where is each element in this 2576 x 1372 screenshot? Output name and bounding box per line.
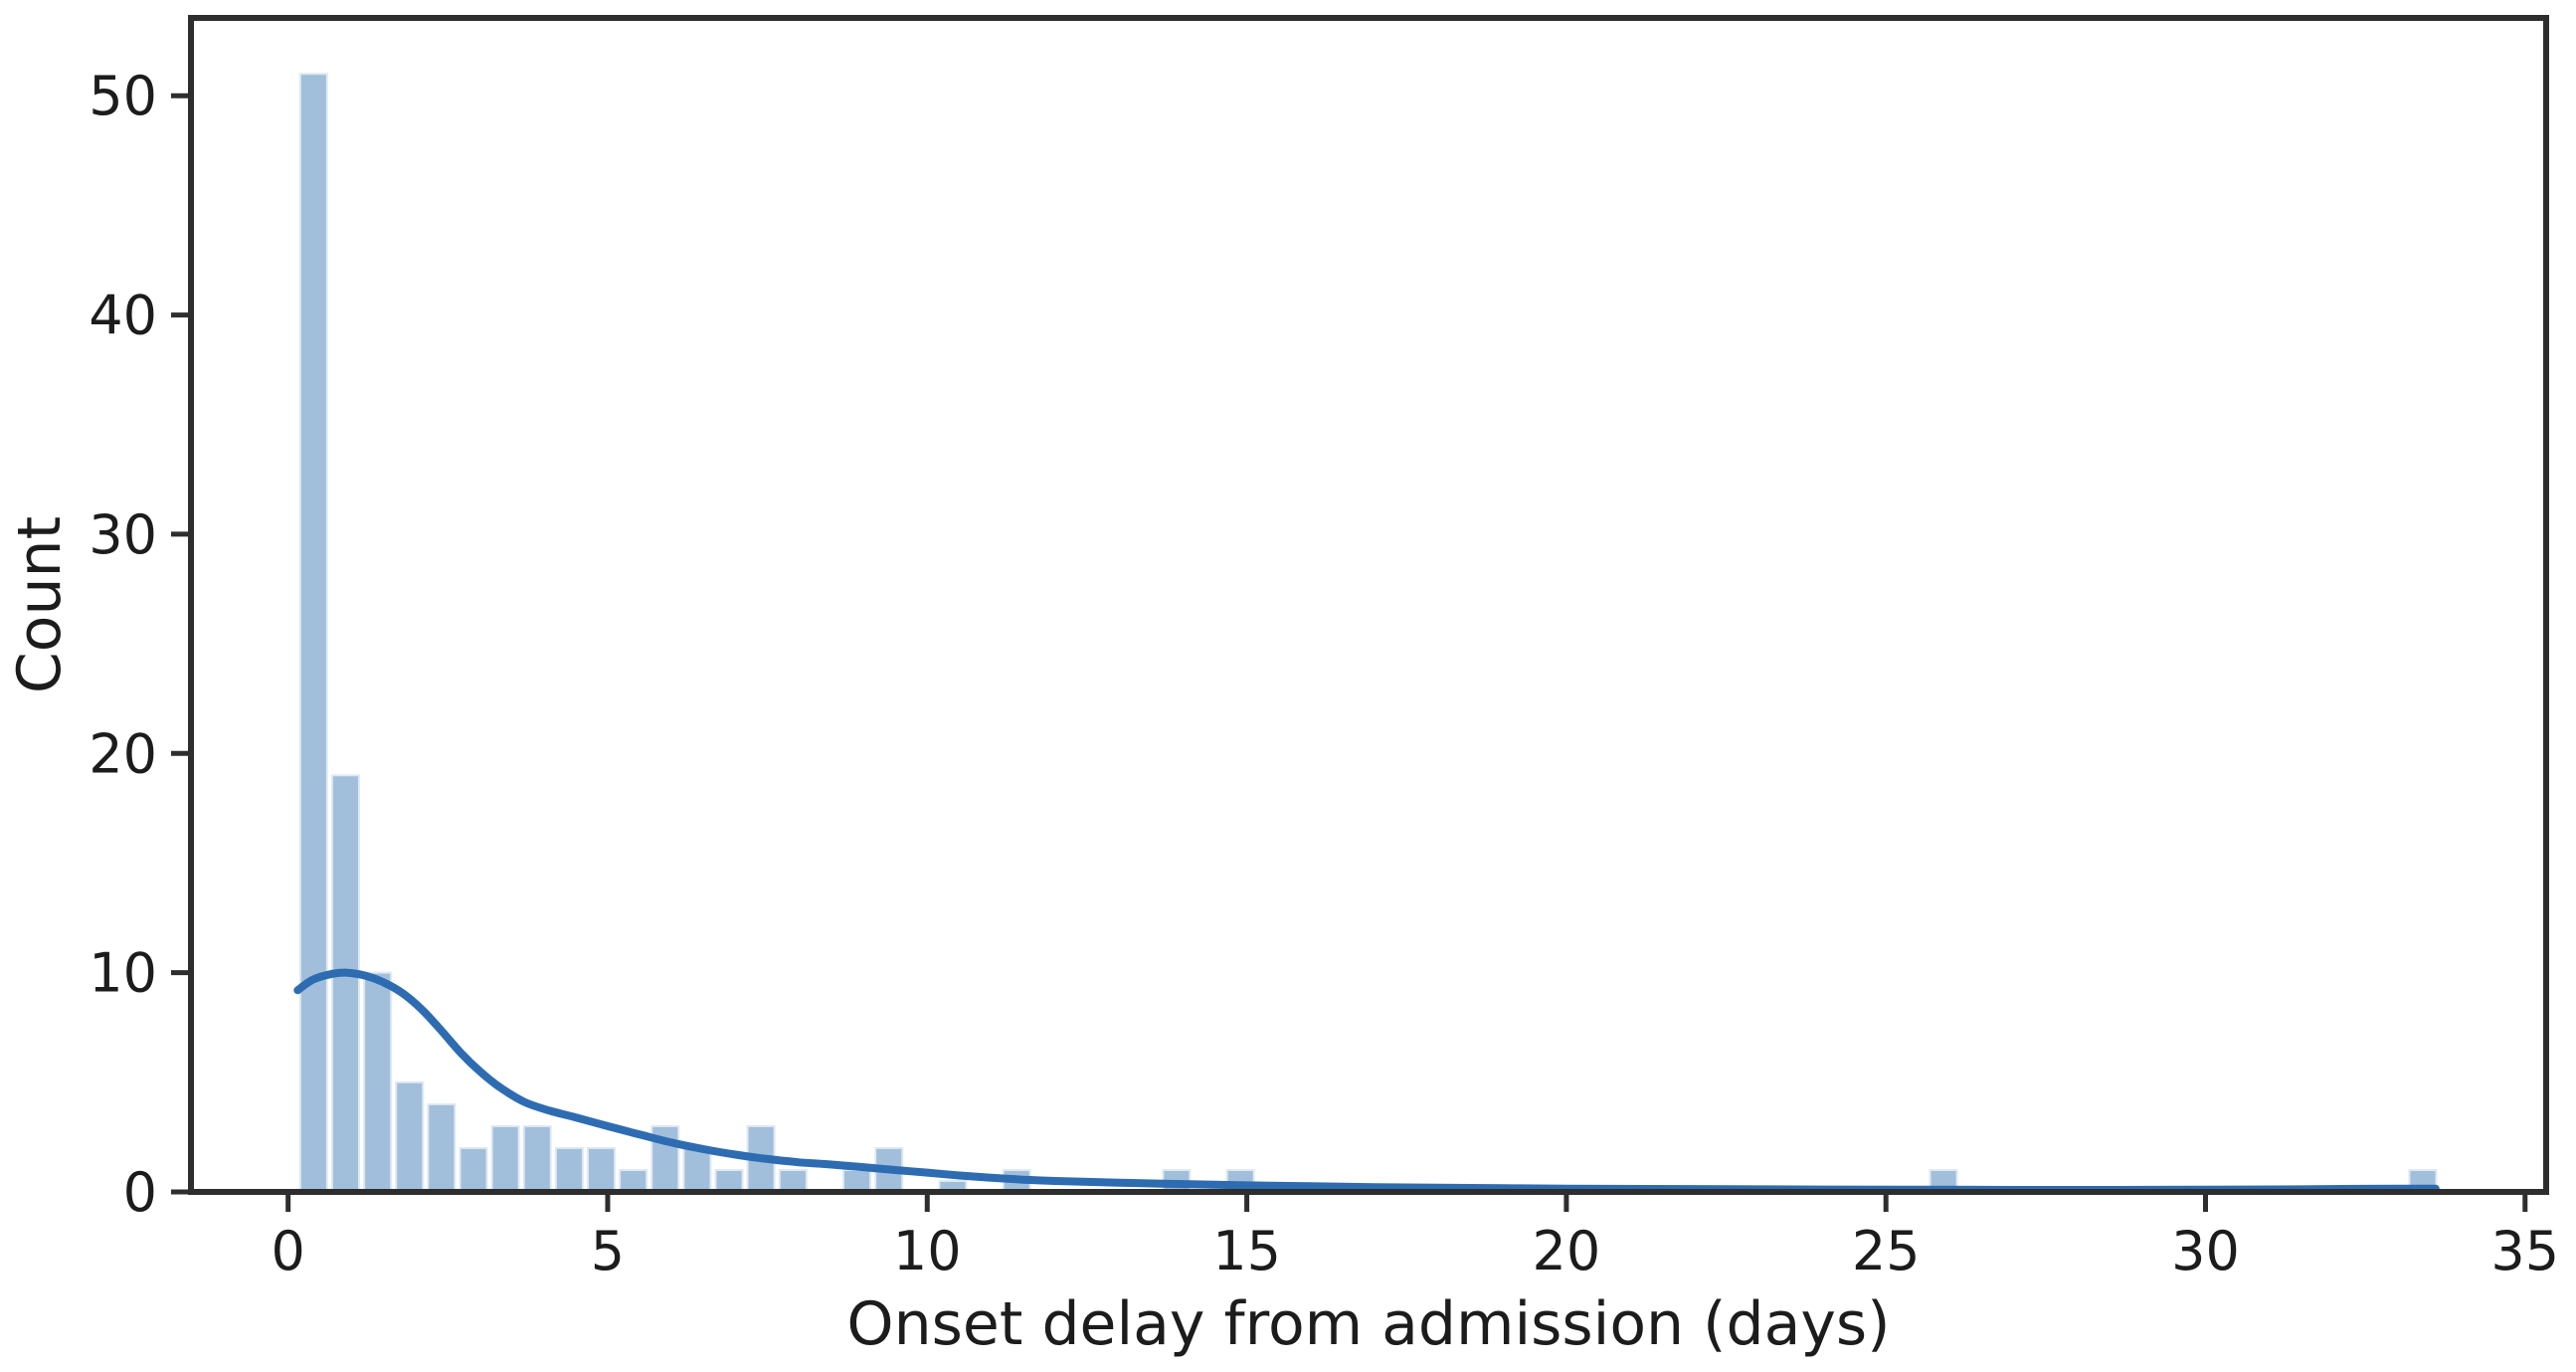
x-tick-label: 15	[1212, 1220, 1281, 1282]
histogram-bar	[522, 1124, 552, 1194]
y-tick-label: 10	[89, 942, 157, 1005]
histogram-bar	[427, 1102, 457, 1194]
histogram-bar	[363, 971, 393, 1193]
y-tick-label: 40	[89, 285, 157, 347]
y-tick-label: 20	[89, 722, 157, 785]
x-tick-label: 25	[1852, 1220, 1921, 1282]
histogram-bar	[778, 1169, 808, 1193]
kde-curve-path	[293, 968, 2440, 1194]
histogram-bar	[587, 1146, 617, 1194]
plot-border	[188, 15, 2549, 1195]
y-tick-label: 30	[89, 503, 157, 566]
y-tick-label: 50	[89, 65, 157, 127]
axes: 0 5 10 15 20 25 30 35 0 10 20 30 40 50	[89, 15, 2559, 1282]
histogram-bar	[682, 1146, 712, 1194]
histogram-bar	[395, 1080, 425, 1194]
x-tick-label: 35	[2490, 1220, 2559, 1282]
histogram-bar	[298, 73, 328, 1194]
kde-curve	[293, 968, 2440, 1194]
histogram-bar	[714, 1169, 744, 1193]
histogram-bar	[619, 1169, 648, 1193]
histogram-bar	[459, 1146, 488, 1194]
histogram-bar	[842, 1169, 872, 1193]
histogram-bar	[330, 774, 360, 1193]
histogram-bar	[554, 1146, 585, 1194]
y-axis-label: Count	[5, 515, 75, 694]
histogram-bars	[298, 73, 2438, 1194]
histogram-bar	[490, 1124, 520, 1194]
y-tick-label: 0	[123, 1161, 157, 1224]
x-tick-label: 5	[591, 1220, 625, 1282]
x-tick-label: 10	[893, 1220, 962, 1282]
x-tick-label: 20	[1533, 1220, 1601, 1282]
x-tick-label: 30	[2171, 1220, 2240, 1282]
x-tick-label: 0	[271, 1220, 304, 1282]
x-axis-label: Onset delay from admission (days)	[846, 1289, 1891, 1359]
